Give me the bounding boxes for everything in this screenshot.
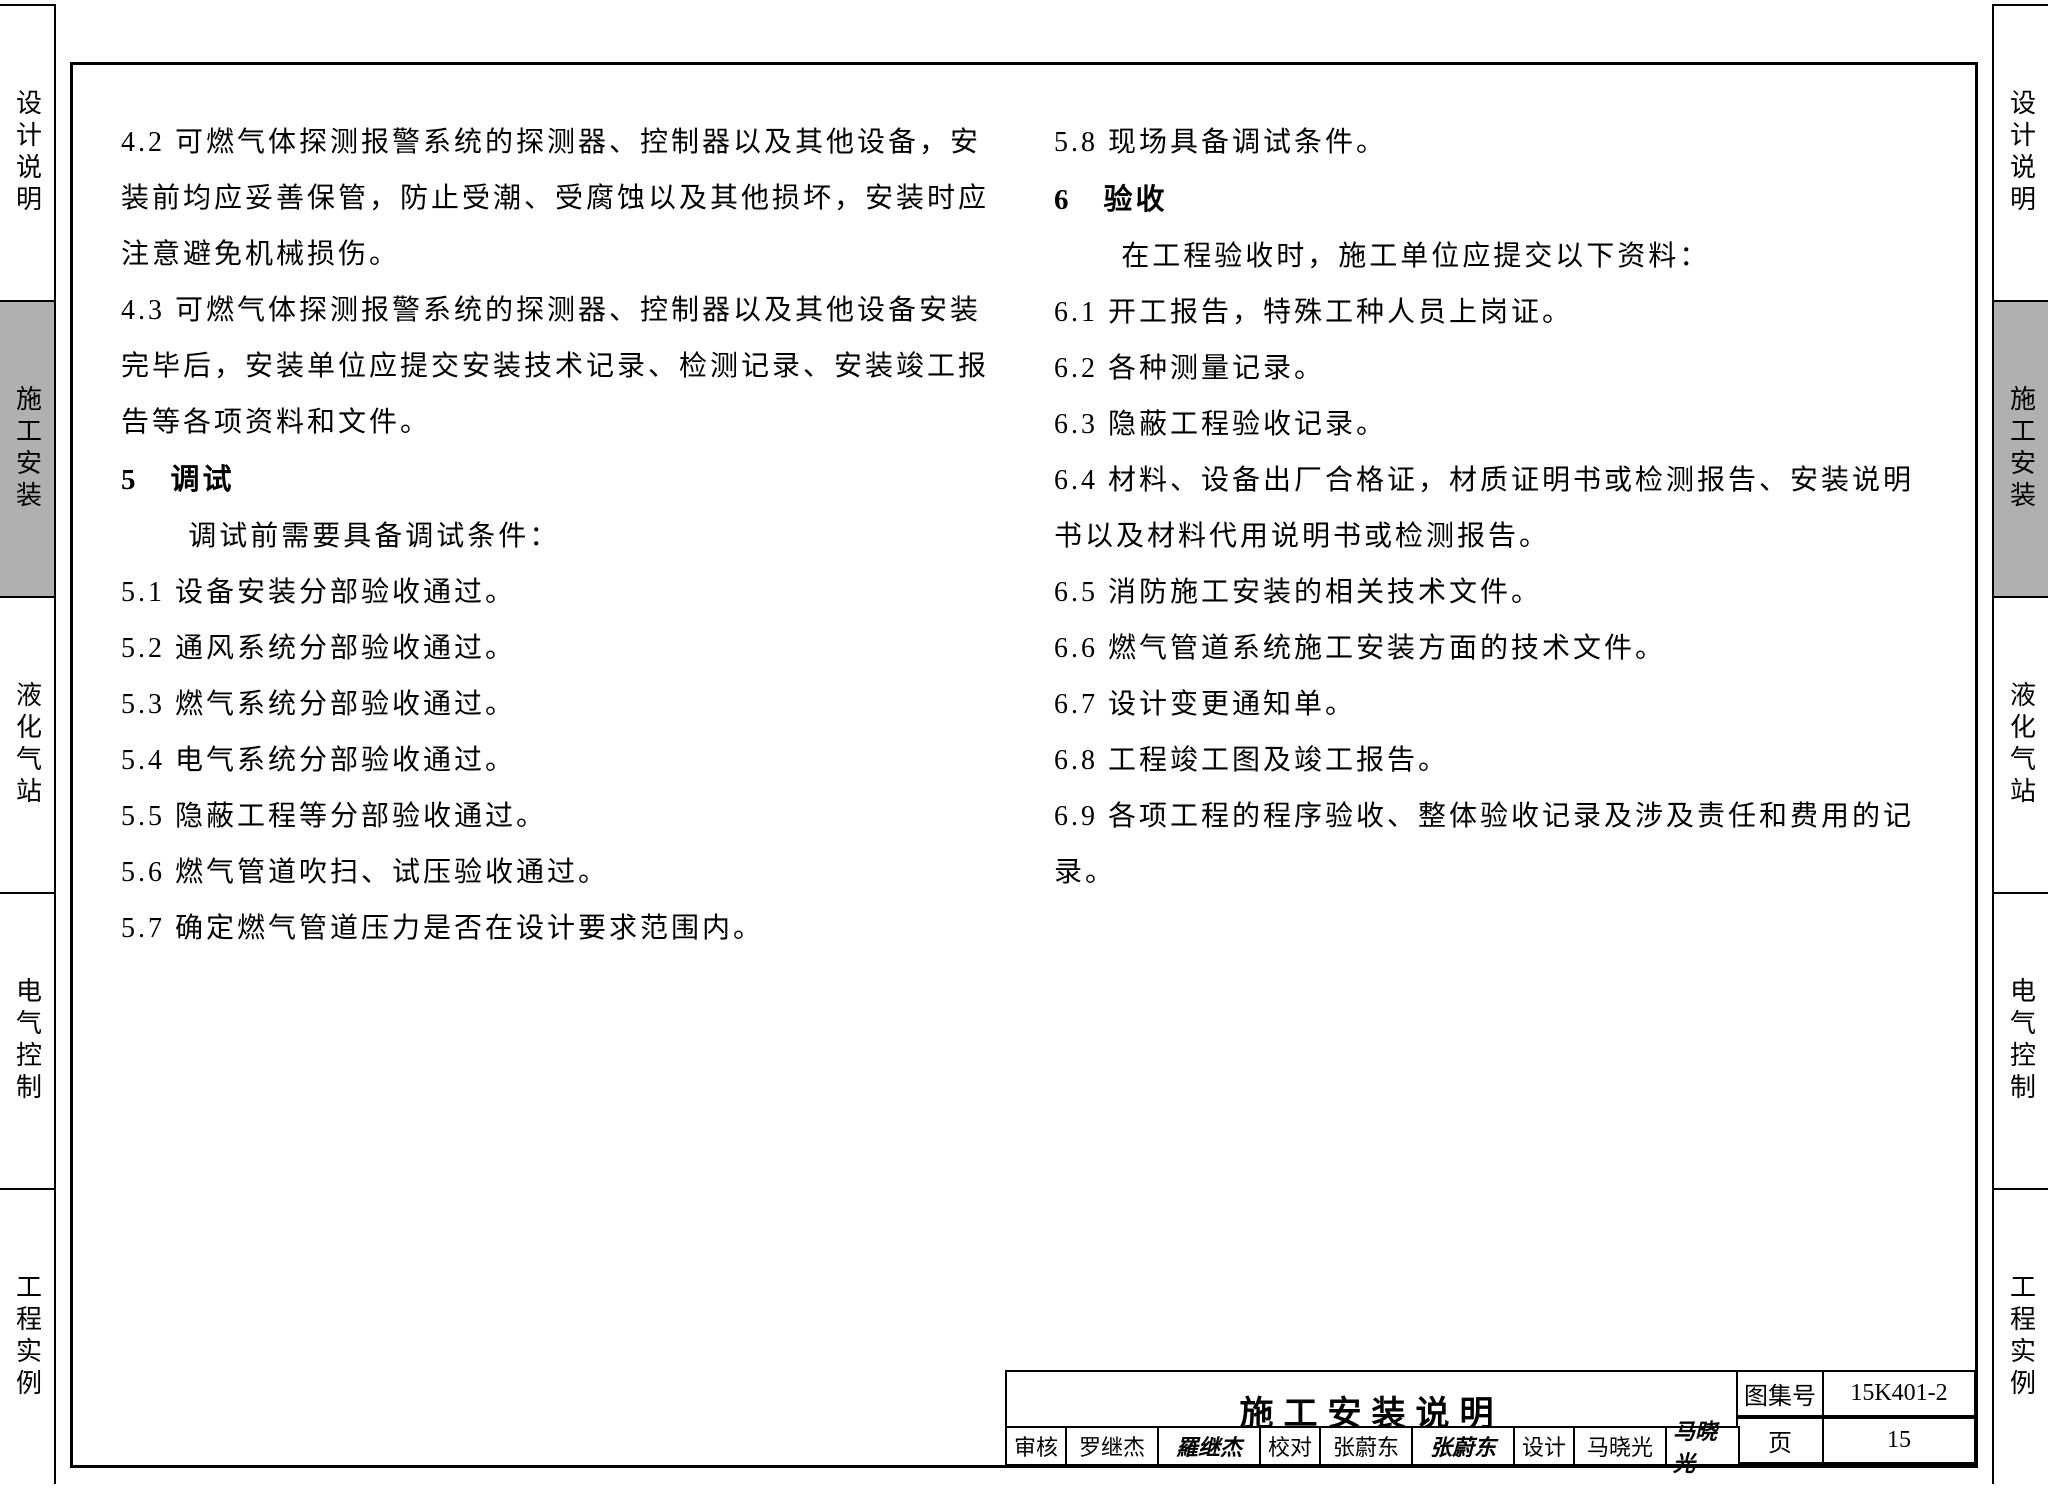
approval-row: 审核 罗继杰 羅继杰 校对 张蔚东 张蔚东 设计 马晓光 马晓光 xyxy=(1007,1426,1740,1464)
heading-6: 6 验收 xyxy=(1054,171,1927,229)
item-6-5: 6.5 消防施工安装的相关技术文件。 xyxy=(1054,565,1927,621)
check-name: 张蔚东 xyxy=(1321,1428,1413,1464)
title-block: 施工安装说明 图集号 15K401-2 页 15 审核 罗继杰 羅继杰 校对 xyxy=(1005,1370,1977,1467)
tab-electrical-control[interactable]: 电气控制 xyxy=(0,894,54,1190)
review-signature: 羅继杰 xyxy=(1159,1428,1261,1464)
review-label: 审核 xyxy=(1007,1428,1067,1464)
design-label: 设计 xyxy=(1515,1428,1575,1464)
item-5-8: 5.8 现场具备调试条件。 xyxy=(1054,115,1927,171)
review-name: 罗继杰 xyxy=(1067,1428,1159,1464)
item-6-7: 6.7 设计变更通知单。 xyxy=(1054,677,1927,733)
item-6-4: 6.4 材料、设备出厂合格证，材质证明书或检测报告、安装说明书以及材料代用说明书… xyxy=(1054,453,1927,565)
item-5-5: 5.5 隐蔽工程等分部验收通过。 xyxy=(121,789,994,845)
para-6-intro: 在工程验收时，施工单位应提交以下资料： xyxy=(1054,229,1927,285)
check-signature: 张蔚东 xyxy=(1413,1428,1515,1464)
para-5-intro: 调试前需要具备调试条件： xyxy=(121,509,994,565)
page-label: 页 xyxy=(1738,1419,1824,1464)
tab-project-examples[interactable]: 工程实例 xyxy=(1994,1190,2048,1484)
tab-lpg-station[interactable]: 液化气站 xyxy=(1994,598,2048,894)
check-label: 校对 xyxy=(1261,1428,1321,1464)
tab-design-notes[interactable]: 设计说明 xyxy=(0,4,54,302)
item-6-9: 6.9 各项工程的程序验收、整体验收记录及涉及责任和费用的记录。 xyxy=(1054,789,1927,901)
item-6-2: 6.2 各种测量记录。 xyxy=(1054,341,1927,397)
drawing-set-label: 图集号 xyxy=(1738,1372,1824,1417)
text-column-right: 5.8 现场具备调试条件。 6 验收 在工程验收时，施工单位应提交以下资料： 6… xyxy=(1054,115,1927,1365)
design-signature: 马晓光 xyxy=(1667,1428,1740,1464)
right-tab-strip: 设计说明 施工安装 液化气站 电气控制 工程实例 xyxy=(1992,4,2048,1484)
text-column-left: 4.2 可燃气体探测报警系统的探测器、控制器以及其他设备，安装前均应妥善保管，防… xyxy=(121,115,994,1365)
tab-electrical-control[interactable]: 电气控制 xyxy=(1994,894,2048,1190)
item-5-1: 5.1 设备安装分部验收通过。 xyxy=(121,565,994,621)
page-value: 15 xyxy=(1824,1419,1974,1464)
tab-lpg-station[interactable]: 液化气站 xyxy=(0,598,54,894)
item-6-6: 6.6 燃气管道系统施工安装方面的技术文件。 xyxy=(1054,621,1927,677)
body-text: 4.2 可燃气体探测报警系统的探测器、控制器以及其他设备，安装前均应妥善保管，防… xyxy=(121,115,1927,1365)
tab-design-notes[interactable]: 设计说明 xyxy=(1994,4,2048,302)
tab-project-examples[interactable]: 工程实例 xyxy=(0,1190,54,1484)
design-name: 马晓光 xyxy=(1575,1428,1667,1464)
para-4-3: 4.3 可燃气体探测报警系统的探测器、控制器以及其他设备安装完毕后，安装单位应提… xyxy=(121,283,994,451)
left-tab-strip: 设计说明 施工安装 液化气站 电气控制 工程实例 xyxy=(0,4,56,1484)
item-6-8: 6.8 工程竣工图及竣工报告。 xyxy=(1054,733,1927,789)
item-5-6: 5.6 燃气管道吹扫、试压验收通过。 xyxy=(121,845,994,901)
tab-construction-install[interactable]: 施工安装 xyxy=(1994,302,2048,598)
item-5-3: 5.3 燃气系统分部验收通过。 xyxy=(121,677,994,733)
item-5-7: 5.7 确定燃气管道压力是否在设计要求范围内。 xyxy=(121,901,994,957)
para-4-2: 4.2 可燃气体探测报警系统的探测器、控制器以及其他设备，安装前均应妥善保管，防… xyxy=(121,115,994,283)
item-6-3: 6.3 隐蔽工程验收记录。 xyxy=(1054,397,1927,453)
item-6-1: 6.1 开工报告，特殊工种人员上岗证。 xyxy=(1054,285,1927,341)
technical-drawing-page: 设计说明 施工安装 液化气站 电气控制 工程实例 设计说明 施工安装 液化气站 … xyxy=(0,0,2048,1488)
tab-construction-install[interactable]: 施工安装 xyxy=(0,302,54,598)
item-5-4: 5.4 电气系统分部验收通过。 xyxy=(121,733,994,789)
drawing-set-value: 15K401-2 xyxy=(1824,1372,1974,1417)
drawing-frame: 4.2 可燃气体探测报警系统的探测器、控制器以及其他设备，安装前均应妥善保管，防… xyxy=(70,62,1978,1468)
heading-5: 5 调试 xyxy=(121,451,994,509)
item-5-2: 5.2 通风系统分部验收通过。 xyxy=(121,621,994,677)
